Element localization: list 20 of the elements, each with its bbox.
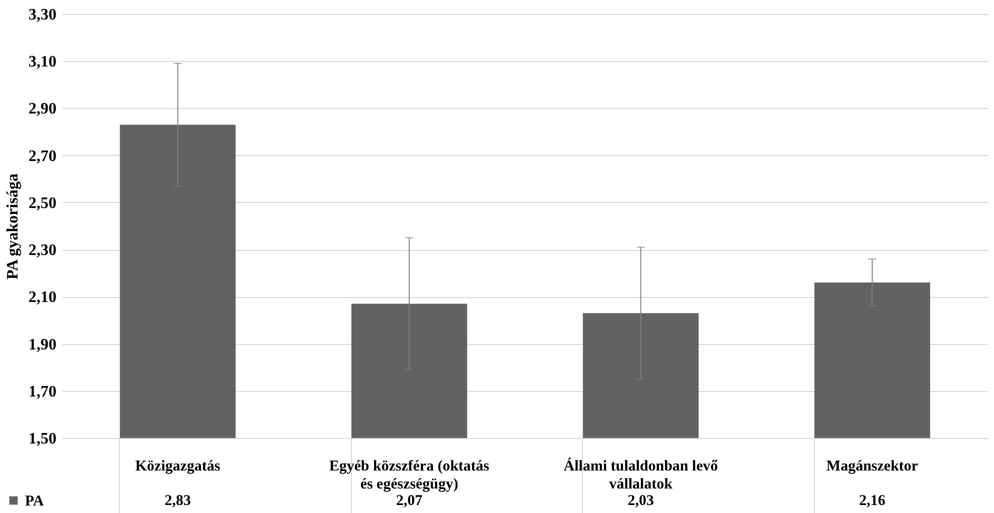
- y-tick-label: 2,90: [28, 100, 56, 118]
- y-tick-label: 3,10: [28, 54, 56, 71]
- data-label: 2,03: [628, 493, 654, 509]
- data-label: 2,07: [396, 493, 423, 509]
- x-tick-label: Állami tulaldonban levő vállalatok: [564, 458, 718, 492]
- y-tick-label: 1,70: [28, 383, 56, 400]
- y-tick-label: 2,30: [28, 242, 56, 260]
- data-label: 2,16: [859, 493, 886, 509]
- y-tick-label: 2,10: [28, 289, 56, 306]
- y-axis-title: PA gyakorisága: [4, 174, 22, 280]
- x-tick-label: Egyéb közszféra (oktatás és egészségügy): [329, 458, 490, 492]
- y-tick-label: 2,50: [28, 194, 56, 212]
- y-tick-label: 1,90: [28, 336, 56, 354]
- legend-label: PA: [25, 494, 44, 510]
- y-tick-label: 1,50: [28, 430, 56, 448]
- data-label: 2,83: [164, 493, 191, 509]
- x-tick-label: Magánszektor: [826, 458, 918, 474]
- x-tick-label: Közigazgatás: [135, 458, 220, 474]
- y-tick-label: 3,30: [28, 6, 56, 24]
- y-tick-label: 2,70: [28, 148, 56, 165]
